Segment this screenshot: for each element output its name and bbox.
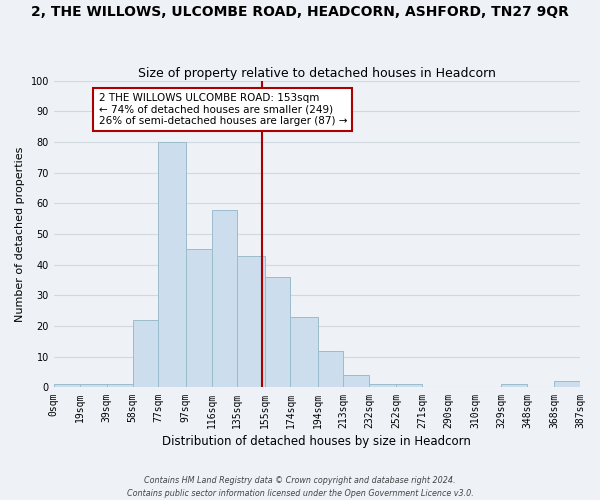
- Bar: [290, 317, 317, 388]
- Bar: [238, 256, 265, 388]
- Bar: [317, 350, 343, 388]
- Bar: [343, 375, 369, 388]
- Text: 2 THE WILLOWS ULCOMBE ROAD: 153sqm
← 74% of detached houses are smaller (249)
26: 2 THE WILLOWS ULCOMBE ROAD: 153sqm ← 74%…: [98, 93, 347, 126]
- Bar: [158, 142, 185, 388]
- Bar: [369, 384, 397, 388]
- Text: 2, THE WILLOWS, ULCOMBE ROAD, HEADCORN, ASHFORD, TN27 9QR: 2, THE WILLOWS, ULCOMBE ROAD, HEADCORN, …: [31, 5, 569, 19]
- X-axis label: Distribution of detached houses by size in Headcorn: Distribution of detached houses by size …: [163, 434, 472, 448]
- Bar: [133, 320, 158, 388]
- Bar: [501, 384, 527, 388]
- Text: Contains HM Land Registry data © Crown copyright and database right 2024.
Contai: Contains HM Land Registry data © Crown c…: [127, 476, 473, 498]
- Bar: [212, 210, 238, 388]
- Bar: [554, 382, 580, 388]
- Y-axis label: Number of detached properties: Number of detached properties: [15, 146, 25, 322]
- Bar: [107, 384, 133, 388]
- Bar: [54, 384, 80, 388]
- Title: Size of property relative to detached houses in Headcorn: Size of property relative to detached ho…: [138, 66, 496, 80]
- Bar: [80, 384, 107, 388]
- Bar: [265, 277, 290, 388]
- Bar: [185, 250, 212, 388]
- Bar: [397, 384, 422, 388]
